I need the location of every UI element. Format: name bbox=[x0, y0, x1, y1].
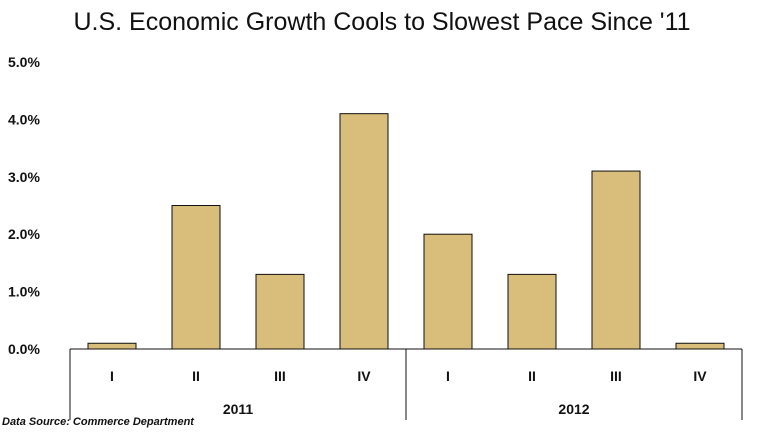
chart-title: U.S. Economic Growth Cools to Slowest Pa… bbox=[73, 8, 691, 36]
y-tick-label: 1.0% bbox=[8, 284, 40, 300]
y-tick-label: 5.0% bbox=[8, 54, 40, 70]
x-tick-label: III bbox=[610, 368, 622, 384]
x-tick-label: II bbox=[528, 368, 536, 384]
bar bbox=[255, 273, 305, 350]
x-tick-label: III bbox=[274, 368, 286, 384]
y-tick-label: 4.0% bbox=[8, 111, 40, 127]
x-tick-label: IV bbox=[357, 368, 371, 384]
data-source-note: Data Source: Commerce Department bbox=[2, 416, 194, 428]
bar bbox=[675, 342, 725, 350]
bar bbox=[423, 233, 473, 350]
group-label: 2012 bbox=[558, 401, 589, 417]
bar bbox=[171, 205, 221, 350]
y-tick-label: 0.0% bbox=[8, 341, 40, 357]
x-tick-label: IV bbox=[693, 368, 707, 384]
bar bbox=[87, 342, 137, 350]
bar bbox=[339, 113, 389, 350]
x-tick-label: I bbox=[110, 368, 114, 384]
bar bbox=[507, 273, 557, 350]
y-tick-label: 3.0% bbox=[8, 169, 40, 185]
group-label: 2011 bbox=[223, 401, 254, 417]
y-tick-label: 2.0% bbox=[8, 226, 40, 242]
bar bbox=[591, 170, 641, 350]
x-tick-label: II bbox=[192, 368, 200, 384]
x-tick-label: I bbox=[446, 368, 450, 384]
